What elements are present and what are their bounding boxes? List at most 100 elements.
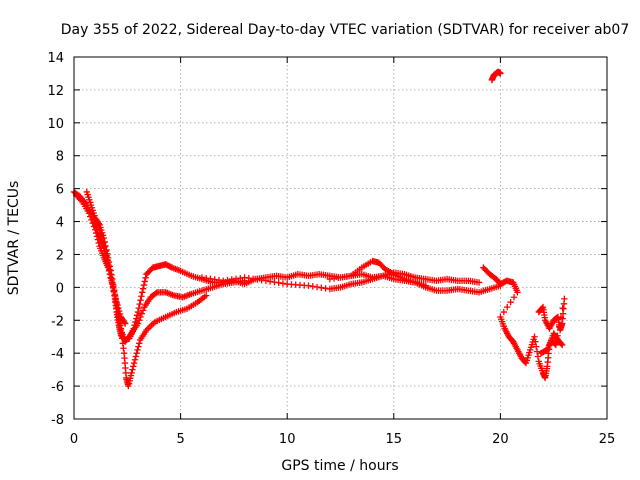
axes: 0 5 10 15 20 25 -8 -6 -4 -2 0 2 4 6 8 10 12 14 bbox=[47, 51, 615, 447]
data-point bbox=[78, 197, 85, 204]
data-point bbox=[335, 274, 342, 282]
data-point bbox=[258, 276, 265, 284]
series-sat-track-9 bbox=[488, 68, 504, 84]
data-point bbox=[532, 338, 539, 345]
plot-frame bbox=[73, 56, 608, 420]
data-point bbox=[558, 340, 565, 348]
data-point bbox=[241, 274, 248, 281]
data-point bbox=[561, 295, 568, 303]
data-point bbox=[271, 278, 278, 286]
data-point bbox=[262, 277, 270, 284]
y-tick-label: 2 bbox=[56, 248, 64, 263]
data-point bbox=[139, 307, 147, 314]
data-point bbox=[140, 281, 148, 289]
data-point bbox=[95, 220, 102, 227]
data-point bbox=[152, 290, 160, 297]
y-tick-label: -8 bbox=[51, 413, 64, 428]
data-point bbox=[113, 298, 120, 306]
chart-title: Day 355 of 2022, Sidereal Day-to-day VTE… bbox=[61, 22, 630, 38]
data-point bbox=[557, 314, 565, 321]
data-point bbox=[142, 274, 149, 282]
data-point bbox=[103, 253, 110, 260]
data-point bbox=[275, 279, 282, 286]
y-tick-label: 12 bbox=[47, 84, 64, 99]
x-axis-label: GPS time / hours bbox=[281, 458, 398, 474]
y-tick-label: 4 bbox=[56, 216, 64, 231]
data-point bbox=[504, 303, 511, 311]
data-point bbox=[131, 356, 139, 363]
data-point bbox=[339, 273, 346, 281]
data-point bbox=[497, 70, 504, 77]
data-point bbox=[537, 349, 545, 357]
data-point bbox=[207, 275, 214, 283]
series-sat-track-2 bbox=[72, 192, 210, 390]
data-point bbox=[116, 322, 124, 329]
data-point bbox=[326, 275, 334, 283]
data-point bbox=[134, 308, 142, 316]
data-point bbox=[136, 300, 143, 308]
grid bbox=[74, 57, 607, 419]
data-point bbox=[245, 274, 253, 282]
data-point bbox=[224, 276, 231, 284]
data-point bbox=[112, 295, 119, 302]
data-point bbox=[110, 287, 118, 294]
data-point bbox=[322, 285, 329, 292]
data-point bbox=[313, 283, 321, 291]
data-point bbox=[128, 369, 135, 377]
data-point bbox=[141, 278, 148, 285]
x-tick-label: 10 bbox=[279, 432, 296, 447]
data-point bbox=[101, 247, 108, 255]
data-point bbox=[556, 323, 563, 330]
data-point bbox=[133, 312, 141, 319]
y-axis-label: SDTVAR / TECUs bbox=[6, 181, 22, 296]
data-point bbox=[136, 317, 143, 324]
data-point bbox=[533, 348, 541, 355]
y-tick-label: -2 bbox=[51, 314, 64, 329]
data-point bbox=[134, 320, 142, 327]
data-point bbox=[554, 332, 561, 339]
data-point bbox=[104, 256, 111, 263]
data-point bbox=[514, 289, 521, 296]
data-point bbox=[305, 282, 312, 289]
data-point bbox=[507, 298, 514, 306]
data-point bbox=[167, 263, 174, 271]
y-tick-label: 0 bbox=[56, 281, 64, 296]
y-tick-label: 6 bbox=[56, 183, 64, 198]
data-point bbox=[129, 366, 136, 373]
data-point bbox=[330, 275, 338, 282]
data-point bbox=[266, 278, 274, 285]
data-point bbox=[111, 291, 119, 298]
x-tick-label: 20 bbox=[492, 432, 509, 447]
data-point bbox=[116, 310, 124, 318]
x-tick-label: 5 bbox=[176, 432, 184, 447]
x-tick-label: 15 bbox=[386, 432, 403, 447]
data-point bbox=[538, 349, 546, 356]
data-point bbox=[228, 276, 235, 283]
data-point bbox=[254, 276, 261, 283]
y-tick-label: 10 bbox=[47, 117, 64, 132]
data-point bbox=[87, 213, 94, 220]
data-point bbox=[138, 310, 145, 317]
data-point bbox=[108, 275, 115, 282]
data-point bbox=[132, 353, 140, 360]
data-point bbox=[559, 304, 566, 312]
data-point bbox=[534, 353, 542, 360]
data-point bbox=[198, 274, 206, 281]
data-point bbox=[114, 301, 121, 309]
data-point bbox=[202, 292, 210, 299]
data-marks bbox=[70, 68, 568, 390]
data-point bbox=[139, 289, 146, 296]
data-point bbox=[121, 319, 128, 326]
data-point bbox=[115, 307, 123, 315]
data-point bbox=[343, 273, 351, 280]
data-point bbox=[510, 294, 518, 301]
series-sat-track-4 bbox=[92, 221, 129, 327]
data-point bbox=[137, 313, 144, 321]
data-point bbox=[279, 280, 287, 287]
data-point bbox=[115, 304, 122, 312]
data-point bbox=[135, 304, 143, 312]
y-tick-label: 14 bbox=[47, 51, 64, 66]
y-tick-label: -6 bbox=[51, 380, 64, 395]
data-point bbox=[475, 279, 483, 286]
data-point bbox=[309, 283, 316, 290]
